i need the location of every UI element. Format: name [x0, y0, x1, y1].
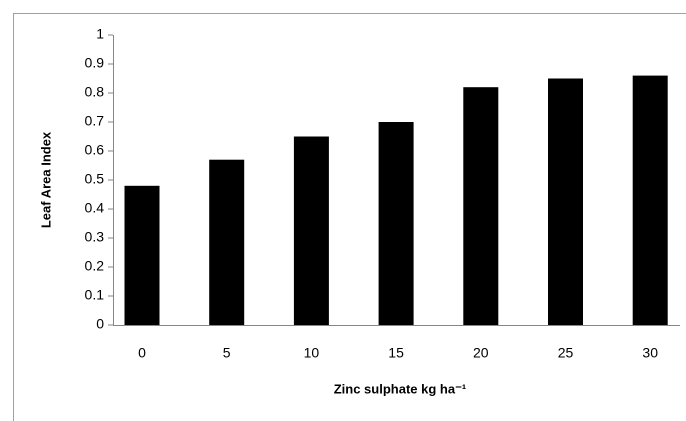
y-tick-label: 0.7	[85, 113, 105, 129]
y-tick-label: 0.2	[85, 258, 105, 274]
y-tick-label: 0.6	[85, 142, 105, 158]
x-tick-label: 10	[304, 345, 320, 361]
bar	[632, 75, 668, 325]
chart-frame	[13, 13, 686, 421]
x-tick-label: 15	[388, 345, 404, 361]
bar	[378, 122, 414, 325]
y-tick-label: 0.3	[85, 229, 105, 245]
bar	[124, 185, 160, 325]
x-tick-label: 25	[558, 345, 574, 361]
y-tick-label: 0.9	[85, 55, 105, 71]
y-tick-label: 0.4	[85, 200, 105, 216]
bar	[548, 78, 583, 325]
y-tick-label: 0.8	[85, 84, 105, 100]
bar	[463, 87, 499, 325]
y-tick-label: 1	[96, 26, 104, 42]
x-tick-label: 30	[642, 345, 658, 361]
bar	[209, 159, 245, 325]
y-tick-label: 0.5	[85, 171, 105, 187]
x-tick-label: 0	[138, 345, 146, 361]
y-tick-label: 0.1	[85, 287, 105, 303]
x-axis-label: Zinc sulphate kg ha⁻¹	[334, 381, 467, 396]
x-tick-label: 20	[473, 345, 489, 361]
bar	[293, 136, 329, 325]
y-tick-label: 0	[96, 316, 104, 332]
y-axis-label: Leaf Area Index	[38, 131, 53, 228]
x-tick-label: 5	[223, 345, 231, 361]
